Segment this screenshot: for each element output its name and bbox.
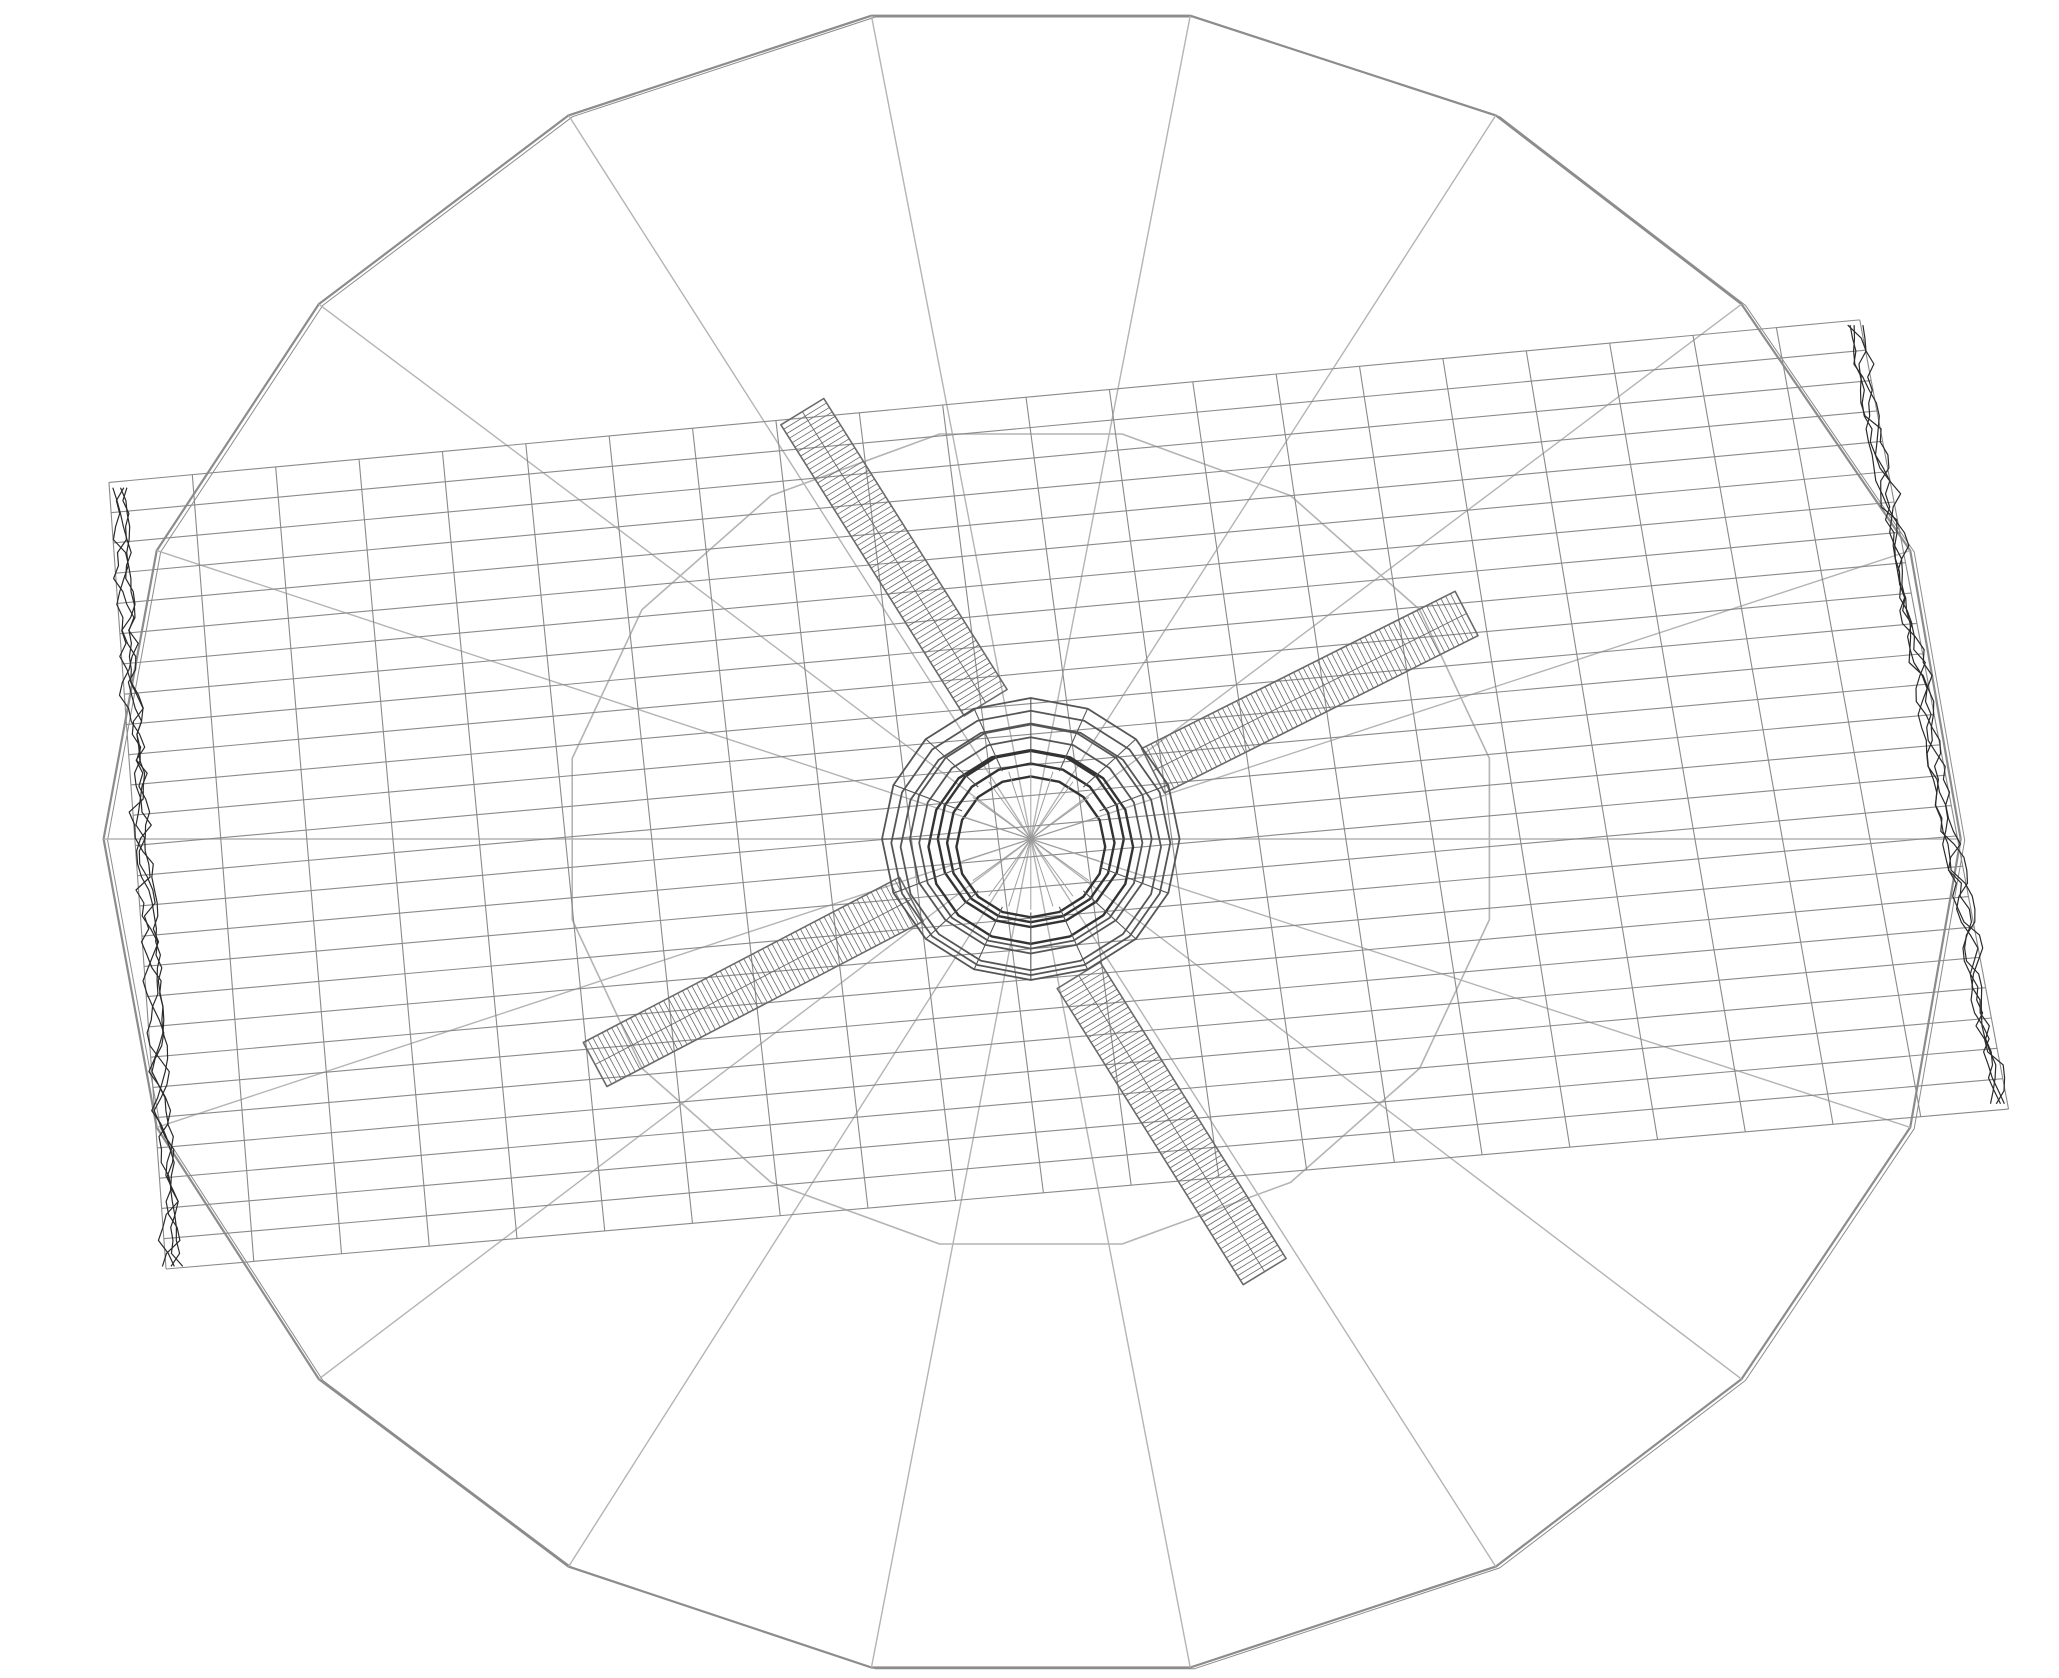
hub-ring-tie [1058, 707, 1089, 772]
spoke-1 [1030, 15, 1191, 840]
hub-ring [945, 762, 1116, 924]
blade-3-axis [1078, 975, 1266, 1272]
hub-center-spoke [1030, 838, 1090, 881]
hub-center-spoke [972, 838, 1032, 881]
grid-row-line [150, 896, 1969, 1058]
grid-left-ragged-edge [112, 487, 181, 1267]
grid-row-line [139, 744, 1940, 907]
grid-row-line [111, 349, 1866, 514]
blades [582, 397, 1479, 1286]
hub-center-spoke [1030, 816, 1100, 840]
grid-ragged-edges [112, 324, 2006, 1267]
hub-center-spoke [1008, 838, 1032, 907]
hub-center-spoke [962, 838, 1031, 862]
hub-ring [881, 697, 1181, 981]
blade-1-axis [1152, 613, 1467, 772]
hub-center-spoke [972, 797, 1032, 840]
hub-center-spoke [1030, 797, 1090, 840]
grid-row-line [163, 1078, 2003, 1240]
hub-center-spoke [1030, 838, 1054, 907]
grid-row-line [119, 471, 1889, 635]
hub-center-spoke [962, 816, 1031, 840]
grid-left-ragged-edge [112, 487, 179, 1267]
grid-row-line [137, 713, 1935, 877]
grid-row-line [155, 956, 1980, 1119]
hub-ring-tie [925, 738, 979, 788]
spoke-2 [1030, 114, 1497, 840]
grid-left-ragged-edge [112, 487, 184, 1267]
grid-row-line [157, 987, 1986, 1149]
grid-left-ragged-edge [116, 487, 181, 1267]
hub-center-spoke [988, 781, 1032, 840]
grid-right-ragged-edge [1847, 324, 2002, 1105]
hub-ring-tie [893, 784, 963, 812]
hub-center-spoke [1008, 771, 1032, 840]
spoke-6 [1030, 838, 1911, 1129]
hub-center-spoke [988, 838, 1032, 897]
hub-ring-tie [1058, 906, 1089, 971]
hub-ring-tie [973, 906, 1003, 971]
grid-right-ragged-edge [1849, 324, 2006, 1105]
spoke-16 [318, 303, 1032, 840]
hub-center-spoke [1030, 771, 1054, 840]
hub-ring-tie [1083, 738, 1137, 788]
grid-column-line [108, 482, 167, 1270]
hub-ring [918, 736, 1144, 950]
grid-row-line [152, 926, 1975, 1089]
hub-ring [927, 748, 1135, 945]
grid-row-line [130, 622, 1918, 786]
hub-ring-tie [925, 890, 979, 940]
hub-ring [890, 709, 1172, 976]
grid-row-line [124, 531, 1900, 695]
grid-row-line [148, 865, 1963, 1028]
grid-row-line [128, 592, 1912, 756]
grid-row-line [108, 319, 1860, 483]
grid-row-line [166, 1108, 2009, 1270]
grid-row-line [146, 835, 1958, 998]
grid-row-line [117, 440, 1883, 604]
grid-row-line [141, 774, 1946, 937]
spoke-12 [318, 838, 1032, 1380]
blade-2-axis [594, 898, 912, 1065]
spoke-8 [1030, 838, 1497, 1567]
blade-0-axis [801, 411, 987, 703]
hub-center-spoke [1030, 838, 1074, 897]
hub-ring [955, 775, 1107, 919]
spoke-15 [156, 549, 1032, 840]
hub-ring-tie [1099, 866, 1169, 894]
spoke-3 [1030, 303, 1742, 840]
inner-polygon-edge [571, 433, 1491, 1245]
grid-row-line [159, 1017, 1992, 1179]
hub-ring [899, 722, 1162, 972]
inner-polygon [571, 433, 1491, 1245]
spoke-13 [156, 838, 1032, 1129]
hub [881, 697, 1181, 981]
spoke-11 [567, 838, 1032, 1567]
hub-ring-tie [973, 707, 1003, 772]
hub-ring-tie [1099, 784, 1169, 812]
spoke-17 [567, 114, 1032, 840]
spoke-0 [870, 15, 1032, 840]
hub-ring-tie [1083, 890, 1137, 940]
hub-center-spoke [1030, 838, 1100, 862]
grid-row-line [113, 380, 1872, 544]
grid-row-line [161, 1047, 1998, 1210]
grid-sheet [108, 319, 2010, 1270]
grid-row-line [126, 562, 1906, 725]
grid-row-line [133, 653, 1923, 816]
spoke-10 [870, 838, 1032, 1668]
hub-ring-tie [893, 866, 963, 894]
hub-center-spoke [1030, 781, 1074, 840]
grid-row-line [115, 410, 1877, 574]
grid-row-line [144, 804, 1952, 968]
grid-row-line [122, 501, 1895, 665]
